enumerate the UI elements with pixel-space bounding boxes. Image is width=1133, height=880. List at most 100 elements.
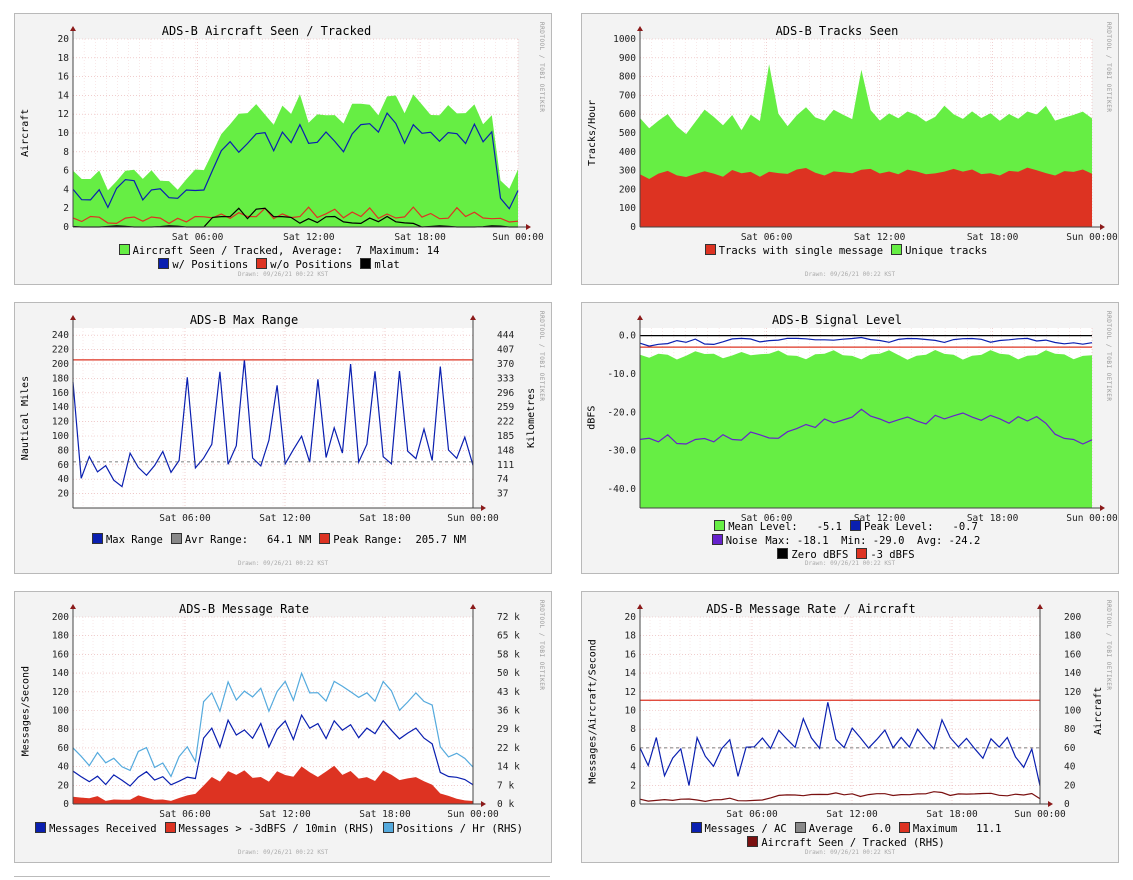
legend-swatch — [91, 533, 103, 544]
y-right-tick-label: 0 k — [497, 799, 514, 810]
legend-entry: Peak Level: -0.7 — [850, 520, 978, 533]
chart-svg-range: 20 37 40 74 60 111 80 148 100 185 120 222 140 259 160 2… — [52, 315, 514, 524]
y-tick-label: 180 — [52, 631, 69, 642]
y-tick-label: 0 — [630, 222, 636, 233]
chart-legend: Aircraft Seen / Tracked, Average: 7 Maximu… — [15, 244, 551, 272]
rrdtool-watermark: RRDTOOL / TOBI OETIKER — [1105, 311, 1112, 402]
y-right-tick-label: 74 — [497, 474, 509, 485]
y-tick-label: 180 — [52, 373, 69, 384]
y-right-tick-label: 407 — [497, 345, 514, 356]
y-tick-label: 100 — [52, 706, 69, 717]
y-tick-label: 120 — [52, 417, 69, 428]
y-tick-label: 14 — [58, 90, 70, 101]
legend-entry: Noise — [711, 534, 757, 547]
drawn-timestamp: Drawn: 09/26/21 00:22 KST — [804, 849, 896, 856]
y-tick-label: 0 — [630, 799, 636, 810]
y-tick-label: 2 — [63, 203, 69, 214]
legend-entry: Average 6.0 — [794, 822, 891, 835]
legend-row: w/ Positions w/o Positions mlat — [15, 258, 551, 272]
y-axis-label-right: Kilometres — [525, 387, 537, 448]
chart-svg-aircraft: 0 2 4 6 8 10 12 14 16 18 20 Sat 06:00 Sat 12:00 Sat 1… — [58, 26, 544, 243]
next-panel-edge — [14, 876, 550, 880]
y-right-tick-label: 29 k — [497, 724, 520, 735]
rrdtool-watermark: RRDTOOL / TOBI OETIKER — [538, 22, 545, 113]
y-tick-label: 10 — [625, 706, 637, 717]
chart-title: ADS-B Message Rate / Aircraft — [706, 602, 916, 616]
y-tick-label: 120 — [52, 687, 69, 698]
x-tick-label: Sun 00:00 — [1014, 809, 1066, 820]
y-right-tick-label: 333 — [497, 373, 514, 384]
y-tick-label: 8 — [630, 724, 636, 735]
legend-entry: Tracks with single message — [704, 244, 883, 257]
chart-title: ADS-B Tracks Seen — [775, 24, 899, 38]
y-tick-label: 0.0 — [619, 331, 636, 342]
y-right-tick-label: 120 — [1064, 687, 1081, 698]
y-tick-label: 20 — [58, 34, 70, 45]
y-right-tick-label: 444 — [497, 330, 514, 341]
y-right-tick-label: 160 — [1064, 649, 1081, 660]
x-tick-label: Sun 00:00 — [492, 232, 544, 243]
y-tick-label: 200 — [619, 184, 636, 195]
y-tick-label: 80 — [58, 445, 70, 456]
legend-row: Tracks with single message Unique tracks — [582, 244, 1118, 258]
series-max-range — [72, 359, 474, 488]
legend-row: Zero dBFS -3 dBFS — [582, 548, 1118, 562]
y-axis-label: dBFS — [586, 405, 598, 430]
chart-panel-range: 20 37 40 74 60 111 80 148 100 185 120 222 140 259 160 2… — [14, 302, 552, 574]
series-w-o-positions — [72, 206, 519, 225]
legend-swatch — [256, 258, 268, 269]
x-tick-label: Sat 06:00 — [741, 513, 793, 524]
y-tick-label: 12 — [58, 109, 69, 120]
y-right-tick-label: 72 k — [497, 612, 520, 623]
y-tick-label: 16 — [58, 72, 70, 83]
rrdtool-watermark: RRDTOOL / TOBI OETIKER — [538, 600, 545, 691]
series-messages-received — [72, 713, 474, 787]
y-tick-label: 4 — [630, 762, 636, 773]
y-tick-label: 20 — [625, 612, 637, 623]
y-right-tick-label: 259 — [497, 402, 514, 413]
y-tick-label: 200 — [52, 359, 69, 370]
legend-swatch — [170, 533, 182, 544]
y-right-tick-label: 180 — [1064, 631, 1081, 642]
series-aircraft-seen-tracked-rhs — [639, 791, 1041, 803]
y-tick-label: 14 — [625, 668, 637, 679]
y-right-tick-label: 22 k — [497, 743, 520, 754]
y-tick-label: 300 — [619, 166, 636, 177]
legend-swatch — [714, 520, 726, 531]
legend-swatch — [898, 822, 910, 833]
y-axis-label: Tracks/Hour — [587, 99, 599, 167]
y-right-tick-label: 370 — [497, 359, 514, 370]
chart-svg-signal: -40.0 -30.0 -20.0 -10.0 0.0 Sat 06:00 Sat 12:0… — [607, 315, 1118, 524]
legend-entry: Unique tracks — [891, 244, 987, 257]
y-tick-label: 10 — [58, 128, 70, 139]
y-right-tick-label: 50 k — [497, 668, 520, 679]
rrdtool-watermark: RRDTOOL / TOBI OETIKER — [1105, 22, 1112, 113]
x-tick-label: Sat 06:00 — [741, 232, 793, 243]
y-tick-label: 100 — [619, 203, 636, 214]
series-aircraft-seen-tracked — [73, 94, 518, 227]
y-tick-label: -20.0 — [607, 407, 636, 418]
y-tick-label: 140 — [52, 402, 69, 413]
y-right-tick-label: 7 k — [497, 780, 514, 791]
legend-swatch — [164, 822, 176, 833]
y-tick-label: -10.0 — [607, 369, 636, 380]
y-right-tick-label: 140 — [1064, 668, 1081, 679]
y-tick-label: 6 — [63, 166, 69, 177]
legend-swatch — [850, 520, 861, 531]
chart-legend: Max Range Avr Range: 64.1 NM Peak Range: 2… — [15, 533, 551, 547]
legend-entry: Zero dBFS — [777, 548, 848, 561]
chart-legend: Messages / AC Average 6.0 Maximum 11.1 Airc… — [582, 822, 1118, 850]
y-tick-label: 220 — [52, 345, 69, 356]
x-tick-label: Sat 18:00 — [967, 513, 1019, 524]
y-tick-label: 12 — [625, 687, 636, 698]
y-tick-label: 20 — [58, 489, 70, 500]
chart-title: ADS-B Signal Level — [771, 313, 903, 327]
x-tick-label: Sat 18:00 — [926, 809, 978, 820]
y-tick-label: 8 — [63, 147, 69, 158]
chart-svg-tracks: 0 100 200 300 400 500 600 700 800 900 1000 Sat 06:0… — [613, 26, 1118, 243]
x-tick-label: Sat 18:00 — [359, 513, 411, 524]
y-tick-label: -40.0 — [607, 484, 636, 495]
x-tick-label: Sun 00:00 — [1066, 513, 1118, 524]
x-tick-label: Sun 00:00 — [447, 809, 499, 820]
legend-row: Messages Received Messages > -3dBFS / 10m… — [15, 822, 551, 836]
